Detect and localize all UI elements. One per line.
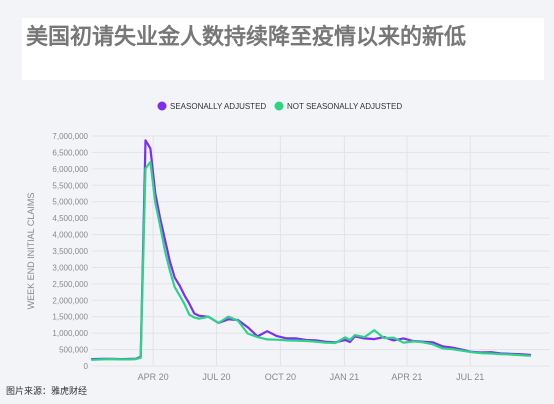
- y-tick-label: 5,500,000: [52, 181, 88, 190]
- legend-label-not-seasonally-adjusted: NOT SEASONALLY ADJUSTED: [287, 102, 402, 111]
- series-not-seasonally-adjusted: [90, 160, 532, 361]
- source-note: 图片来源：雅虎财经: [6, 387, 88, 397]
- y-tick-label: 6,500,000: [52, 148, 88, 157]
- y-tick-label: 6,000,000: [52, 165, 88, 174]
- y-tick-label: 1,500,000: [52, 313, 88, 322]
- x-tick-label: APR 21: [391, 372, 422, 382]
- x-tick-label: APR 20: [138, 372, 169, 382]
- y-tick-label: 1,000,000: [52, 329, 88, 338]
- y-tick-label: 4,000,000: [52, 231, 88, 240]
- legend-swatch-not-seasonally-adjusted: [274, 101, 284, 111]
- legend-label-seasonally-adjusted: SEASONALLY ADJUSTED: [170, 102, 266, 111]
- series-seasonally-adjusted: [90, 139, 532, 361]
- series-lines: [90, 139, 532, 361]
- x-tick-label: OCT 20: [265, 372, 296, 382]
- y-tick-label: 0: [84, 362, 89, 371]
- x-tick-label: JUL 20: [202, 372, 230, 382]
- y-tick-label: 5,000,000: [52, 198, 88, 207]
- page-title: 美国初请失业金人数持续降至疫情以来的新低: [22, 18, 544, 80]
- x-tick-label: JAN 21: [330, 372, 360, 382]
- x-axis-tick-labels: APR 20 JUL 20 OCT 20 JAN 21 APR 21 JUL 21: [138, 372, 485, 382]
- legend-swatch-seasonally-adjusted: [157, 101, 167, 111]
- y-tick-label: 4,500,000: [52, 214, 88, 223]
- y-axis-tick-labels: 0 500,000 1,000,000 1,500,000 2,000,000 2,500…: [52, 132, 88, 371]
- y-tick-label: 3,000,000: [52, 263, 88, 272]
- x-tick-label: JUL 21: [456, 372, 484, 382]
- gridlines: [92, 135, 550, 367]
- legend: SEASONALLY ADJUSTED NOT SEASONALLY ADJUS…: [157, 101, 402, 111]
- y-tick-label: 7,000,000: [52, 132, 88, 141]
- y-tick-label: 2,000,000: [52, 296, 88, 305]
- y-tick-label: 500,000: [59, 346, 88, 355]
- y-axis-title: WEEK END INITIAL CLAIMS: [26, 193, 36, 310]
- y-tick-label: 2,500,000: [52, 280, 88, 289]
- y-tick-label: 3,500,000: [52, 247, 88, 256]
